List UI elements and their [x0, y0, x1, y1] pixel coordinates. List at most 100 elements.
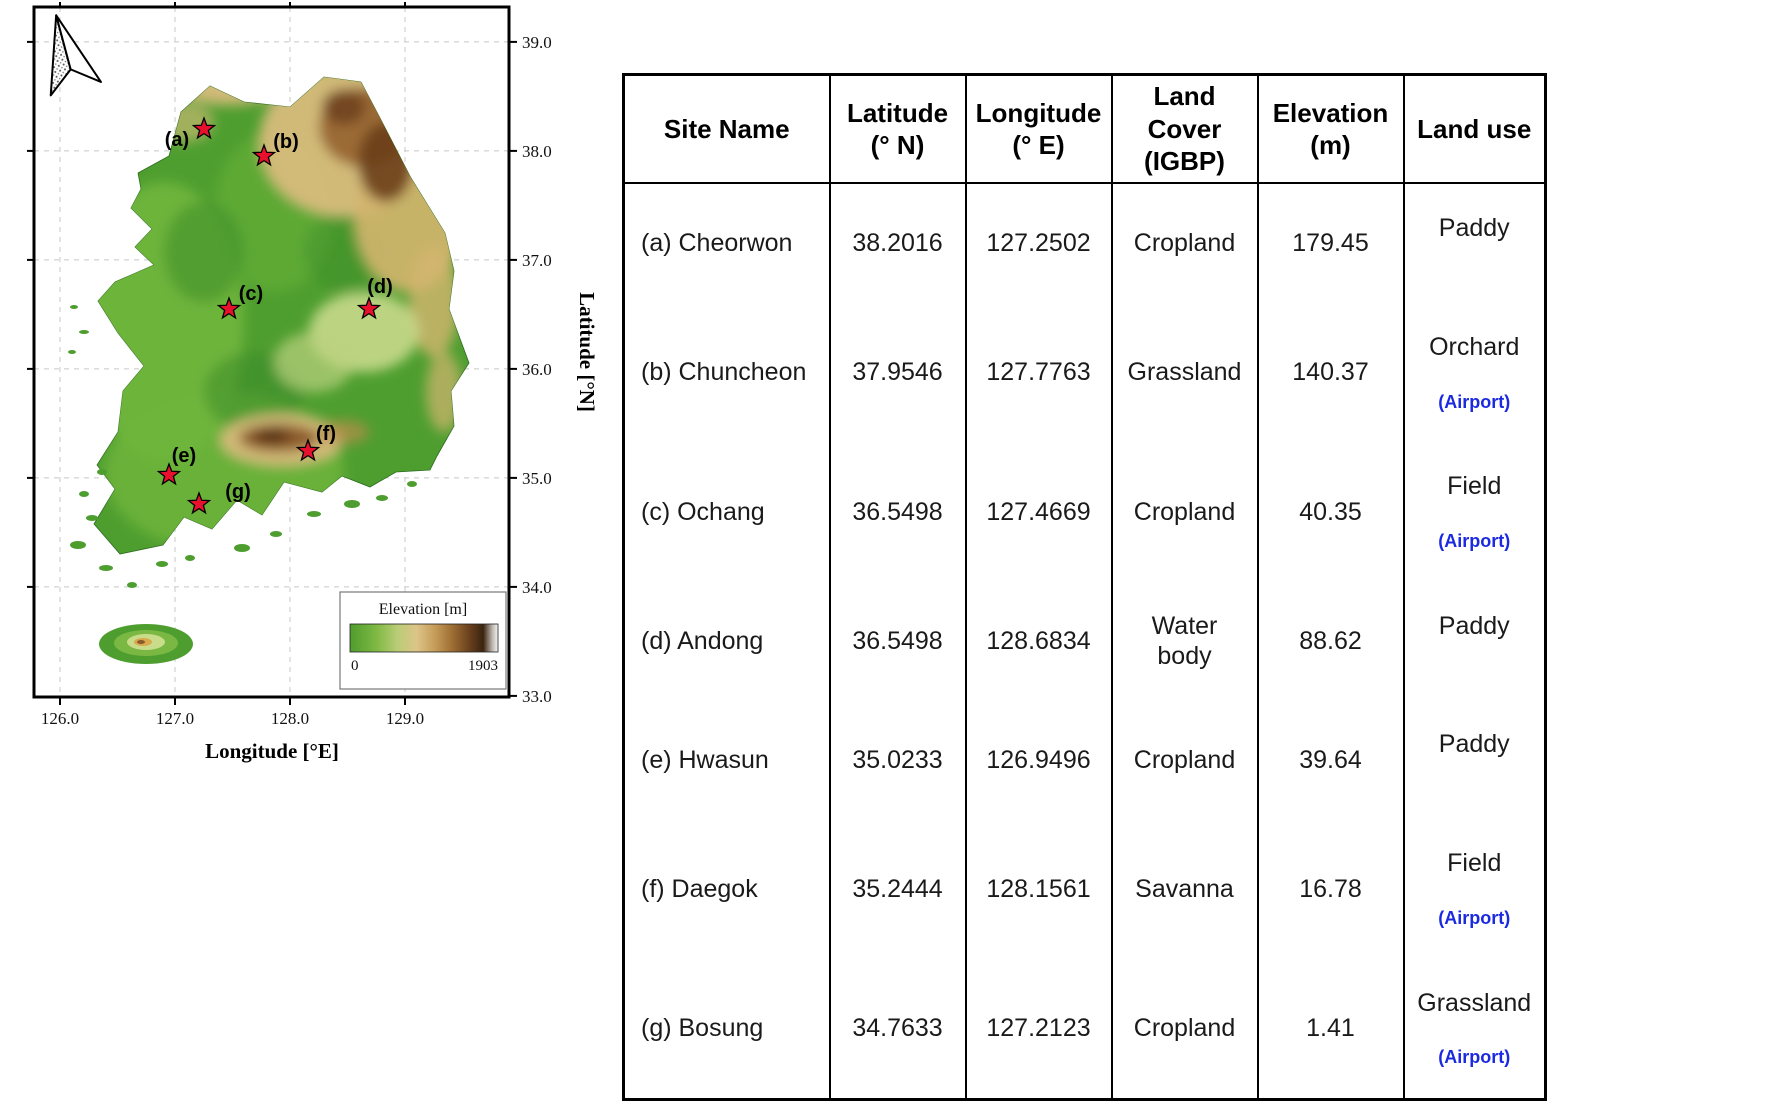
- site-name-cell: (d) Andong: [622, 581, 831, 701]
- lat-tick: 38.0: [522, 142, 552, 161]
- land-cover-cell: Cropland: [1110, 700, 1259, 820]
- map-frame: [27, 2, 517, 705]
- site-label: (d): [367, 276, 393, 298]
- land-use-value: Field: [1447, 472, 1502, 501]
- land-cover-cell: Cropland: [1110, 442, 1259, 582]
- site-name-cell: (b) Chuncheon: [622, 302, 831, 443]
- airport-note: (Airport): [1438, 530, 1511, 551]
- site-label: (c): [239, 283, 263, 305]
- lon-tick: 128.0: [271, 709, 309, 728]
- latitude-tick-labels: 39.0 38.0 37.0 36.0 35.0 34.0 33.0: [522, 33, 552, 706]
- elevation-cell: 40.35: [1256, 442, 1405, 582]
- elevation-cell: 88.62: [1256, 581, 1405, 701]
- lat-tick: 39.0: [522, 33, 552, 52]
- elevation-cell: 39.64: [1256, 700, 1405, 820]
- korea-elevation-map-figure: (a) (b) (c) (d) (e) (f) (g) 39.0: [14, 2, 614, 787]
- land-use-cell: Paddy: [1402, 581, 1547, 701]
- land-cover-cell: Cropland: [1110, 958, 1259, 1100]
- land-use-value: Grassland: [1417, 988, 1532, 1017]
- table-row: (d) Andong 36.5498 128.6834 Water body 8…: [622, 581, 1547, 701]
- site-name-cell: (g) Bosung: [622, 958, 831, 1100]
- land-use-cell: Field (Airport): [1402, 819, 1547, 959]
- latitude-axis-title: Latitude [°N]: [575, 292, 599, 412]
- site-label: (e): [172, 445, 196, 467]
- header-land-use: Land use: [1402, 74, 1547, 184]
- lat-tick: 33.0: [522, 687, 552, 706]
- site-name-cell: (c) Ochang: [622, 442, 831, 582]
- land-use-value: Field: [1447, 849, 1502, 878]
- elevation-cell: 140.37: [1256, 302, 1405, 443]
- latitude-cell: 34.7633: [828, 958, 967, 1100]
- latitude-cell: 35.0233: [828, 700, 967, 820]
- land-use-cell: Paddy: [1402, 700, 1547, 820]
- header-land-cover: Land Cover (IGBP): [1110, 74, 1259, 184]
- latitude-cell: 38.2016: [828, 183, 967, 303]
- site-marker-labels: (a) (b) (c) (d) (e) (f) (g): [165, 129, 393, 503]
- legend-min: 0: [351, 658, 359, 674]
- airport-note: (Airport): [1438, 907, 1511, 928]
- land-use-value: Paddy: [1438, 611, 1510, 640]
- table-row: (g) Bosung 34.7633 127.2123 Cropland 1.4…: [622, 958, 1547, 1100]
- airport-note: (Airport): [1438, 391, 1511, 412]
- header-elevation: Elevation (m): [1256, 74, 1405, 184]
- site-label: (a): [165, 129, 189, 151]
- site-table: Site Name Latitude (° N) Longitude (° E)…: [622, 73, 1547, 1101]
- table-row: (c) Ochang 36.5498 127.4669 Cropland 40.…: [622, 442, 1547, 582]
- lon-tick: 127.0: [156, 709, 194, 728]
- lat-tick: 37.0: [522, 251, 552, 270]
- jeju-island: [99, 624, 193, 664]
- land-use-cell: Paddy: [1402, 183, 1547, 303]
- longitude-cell: 127.2502: [964, 183, 1113, 303]
- land-use-value: Orchard: [1429, 332, 1520, 361]
- legend-title: Elevation [m]: [379, 601, 467, 618]
- airport-note: (Airport): [1438, 1047, 1511, 1068]
- table-header-row: Site Name Latitude (° N) Longitude (° E)…: [622, 74, 1547, 184]
- figure-page: { "colors": { "airport_label": "#1b2ae0"…: [14, 2, 1547, 1101]
- latitude-cell: 36.5498: [828, 581, 967, 701]
- site-name-cell: (a) Cheorwon: [622, 183, 831, 303]
- table-row: (f) Daegok 35.2444 128.1561 Savanna 16.7…: [622, 819, 1547, 959]
- korea-elevation-map: (a) (b) (c) (d) (e) (f) (g) 39.0: [27, 2, 599, 763]
- longitude-axis-title: Longitude [°E]: [205, 739, 339, 763]
- site-name-cell: (e) Hwasun: [622, 700, 831, 820]
- lat-tick: 35.0: [522, 469, 552, 488]
- longitude-tick-labels: 126.0 127.0 128.0 129.0: [41, 709, 424, 728]
- lat-tick: 36.0: [522, 360, 552, 379]
- lon-tick: 129.0: [386, 709, 424, 728]
- longitude-cell: 126.9496: [964, 700, 1113, 820]
- legend-max: 1903: [468, 658, 498, 674]
- site-label: (b): [273, 131, 299, 153]
- header-longitude: Longitude (° E): [964, 74, 1113, 184]
- land-use-cell: Field (Airport): [1402, 442, 1547, 582]
- land-use-value: Paddy: [1438, 214, 1510, 242]
- site-label: (g): [225, 481, 251, 503]
- table-row: (b) Chuncheon 37.9546 127.7763 Grassland…: [622, 302, 1547, 443]
- land-use-cell: Orchard (Airport): [1402, 302, 1547, 443]
- land-use-value: Paddy: [1438, 730, 1510, 759]
- longitude-cell: 127.4669: [964, 442, 1113, 582]
- longitude-cell: 128.1561: [964, 819, 1113, 959]
- header-latitude: Latitude (° N): [828, 74, 967, 184]
- lon-tick: 126.0: [41, 709, 79, 728]
- header-site-name: Site Name: [622, 74, 831, 184]
- elevation-cell: 179.45: [1256, 183, 1405, 303]
- coastal-islands: [68, 305, 417, 588]
- latitude-cell: 35.2444: [828, 819, 967, 959]
- table-row: (a) Cheorwon 38.2016 127.2502 Cropland 1…: [622, 183, 1547, 303]
- longitude-cell: 127.7763: [964, 302, 1113, 443]
- site-label: (f): [316, 423, 336, 445]
- elevation-gradient-bar: [349, 623, 499, 653]
- longitude-cell: 128.6834: [964, 581, 1113, 701]
- elevation-cell: 16.78: [1256, 819, 1405, 959]
- site-info-table-wrap: Site Name Latitude (° N) Longitude (° E)…: [622, 73, 1547, 1101]
- north-arrow-icon: [49, 14, 102, 97]
- table-row: (e) Hwasun 35.0233 126.9496 Cropland 39.…: [622, 700, 1547, 820]
- lat-tick: 34.0: [522, 578, 552, 597]
- longitude-cell: 127.2123: [964, 958, 1113, 1100]
- elevation-legend: Elevation [m] 0 1903: [339, 591, 507, 690]
- land-cover-cell: Cropland: [1110, 183, 1259, 303]
- latitude-cell: 36.5498: [828, 442, 967, 582]
- elevation-cell: 1.41: [1256, 958, 1405, 1100]
- land-cover-cell: Water body: [1110, 581, 1259, 701]
- site-name-cell: (f) Daegok: [622, 819, 831, 959]
